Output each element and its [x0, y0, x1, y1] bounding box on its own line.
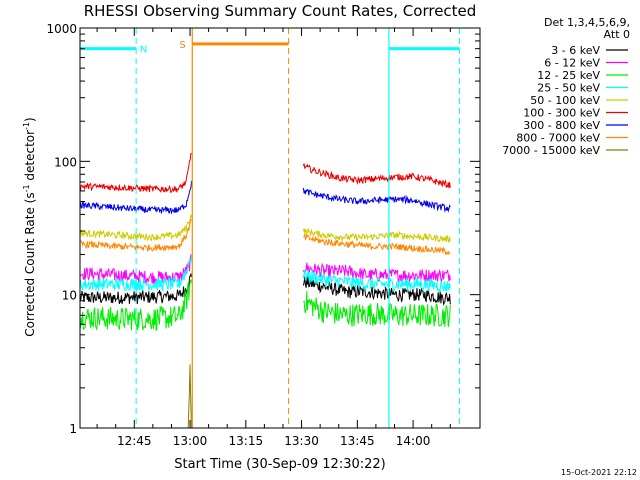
annotation-label-0: N [140, 45, 147, 56]
legend-label-4: 50 - 100 keV [530, 94, 600, 107]
axes: 12:45 13:00 13:15 13:30 13:45 14:00 1 10 100 1000 [46, 22, 481, 448]
x-tick-label-1: 13:00 [173, 434, 208, 448]
legend-label-2: 12 - 25 keV [537, 69, 600, 82]
legend-label-8: 7000 - 15000 keV [502, 144, 600, 157]
y-tick-label-0: 1 [69, 422, 77, 436]
legend-label-0: 3 - 6 keV [551, 44, 600, 57]
legend-label-3: 25 - 50 keV [537, 82, 600, 95]
series-line-5-segment-1 [302, 163, 451, 189]
x-axis-label: Start Time (30-Sep-09 12:30:22) [174, 457, 385, 472]
x-tick-label-5: 14:00 [396, 434, 431, 448]
chart-title: RHESSI Observing Summary Count Rates, Co… [84, 2, 477, 20]
y-axis-label-part-1: -1 [22, 184, 31, 192]
y-axis-label-part-0: Corrected Count Rate (s [23, 192, 37, 336]
legend-label-1: 6 - 12 keV [544, 57, 600, 70]
series-line-4-segment-1 [302, 227, 451, 243]
x-tick-label-3: 13:30 [284, 434, 319, 448]
legend-header-line2: Att 0 [604, 28, 630, 41]
series-line-8-segment-0 [187, 364, 192, 429]
series-line-1-segment-1 [302, 262, 451, 283]
footer-timestamp: 15-Oct-2021 22:12 [561, 468, 637, 477]
legend-label-6: 300 - 800 keV [523, 119, 600, 132]
series-line-0-segment-0 [79, 272, 192, 305]
series-line-4-segment-0 [79, 214, 192, 242]
series-line-7-segment-1 [303, 233, 451, 256]
y-axis-label-part-2: detector [23, 130, 37, 185]
annotation-label-1: S [179, 40, 185, 51]
series-layer [79, 152, 451, 429]
plot-frame [79, 27, 481, 429]
legend-header-line1: Det 1,3,4,5,6,9, [544, 16, 630, 29]
y-axis-label-part-3: -1 [22, 122, 31, 130]
series-line-0-segment-1 [302, 276, 451, 306]
y-axis-label-part-4: ) [23, 117, 37, 122]
series-line-1-segment-0 [79, 253, 192, 285]
series-line-2-segment-1 [303, 291, 451, 328]
x-tick-label-4: 13:45 [340, 434, 375, 448]
series-line-6-segment-1 [302, 187, 451, 213]
x-tick-label-2: 13:15 [229, 434, 264, 448]
legend-label-5: 100 - 300 keV [523, 107, 600, 120]
legend-label-7: 800 - 7000 keV [516, 132, 600, 145]
y-tick-label-3: 1000 [46, 22, 77, 36]
series-line-5-segment-0 [79, 152, 192, 194]
y-tick-label-2: 100 [54, 155, 77, 169]
y-axis-label-text: Corrected Count Rate (s-1 detector-1) [22, 117, 37, 336]
y-axis-label: Corrected Count Rate (s-1 detector-1) [22, 117, 37, 336]
x-tick-label-0: 12:45 [117, 434, 152, 448]
series-line-7-segment-0 [79, 219, 192, 252]
series-line-3-segment-1 [302, 269, 451, 293]
y-tick-label-1: 10 [62, 289, 77, 303]
